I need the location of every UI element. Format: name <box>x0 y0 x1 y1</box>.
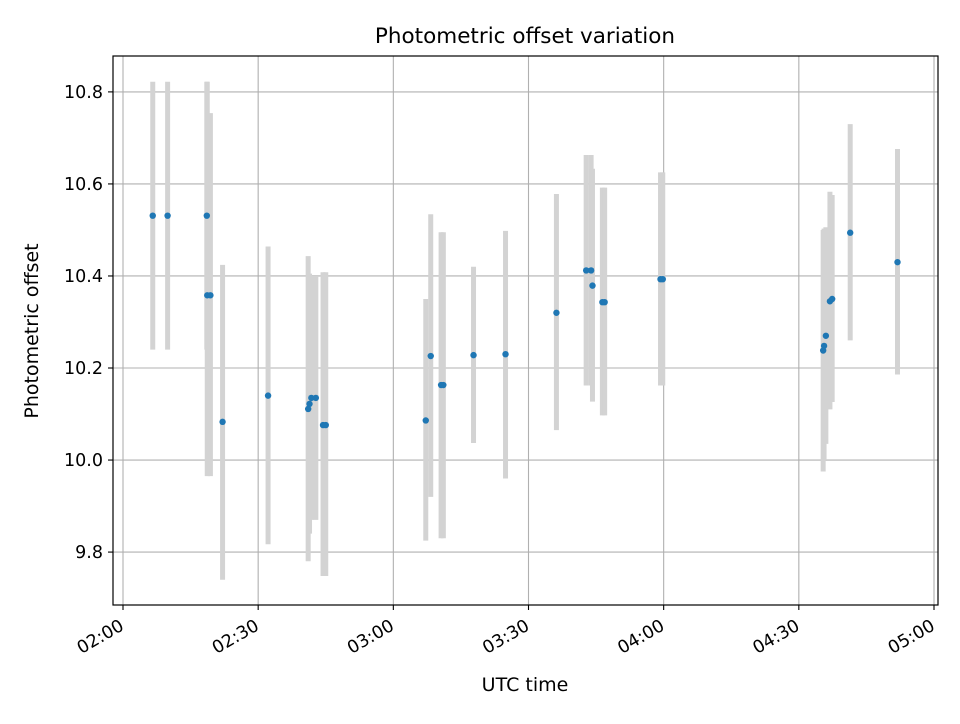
y-axis-label: Photometric offset <box>21 243 43 418</box>
data-point <box>219 418 226 426</box>
data-points <box>149 212 901 429</box>
data-point <box>820 342 828 350</box>
data-point <box>203 212 211 219</box>
data-point <box>582 267 590 274</box>
data-point <box>264 392 272 399</box>
data-point <box>659 275 666 283</box>
data-point <box>589 282 596 289</box>
data-point <box>822 332 830 339</box>
data-point <box>587 267 595 274</box>
data-point <box>427 352 434 360</box>
data-point <box>312 394 320 402</box>
data-point <box>553 309 560 316</box>
data-point <box>502 350 509 358</box>
data-point <box>306 400 313 408</box>
data-point <box>846 229 854 236</box>
y-tick-label: 10.6 <box>64 175 103 195</box>
data-point <box>308 394 315 402</box>
data-point <box>207 292 214 299</box>
y-tick-label: 10.8 <box>64 83 103 103</box>
data-point <box>894 258 901 266</box>
x-axis-label: UTC time <box>482 674 569 696</box>
y-tick-label: 9.8 <box>75 543 103 563</box>
data-point <box>164 212 171 219</box>
data-point <box>422 417 429 424</box>
y-tick-label: 10.0 <box>64 451 103 471</box>
y-tick-label: 10.4 <box>64 267 103 287</box>
data-point <box>828 295 836 303</box>
data-point <box>322 421 329 429</box>
data-point <box>601 298 608 306</box>
data-point <box>440 381 447 389</box>
data-point <box>149 212 156 219</box>
chart-title: Photometric offset variation <box>375 24 675 49</box>
data-point <box>304 405 312 413</box>
y-tick-label: 10.2 <box>64 359 103 379</box>
plot-frame <box>112 55 939 606</box>
data-point <box>470 351 477 359</box>
